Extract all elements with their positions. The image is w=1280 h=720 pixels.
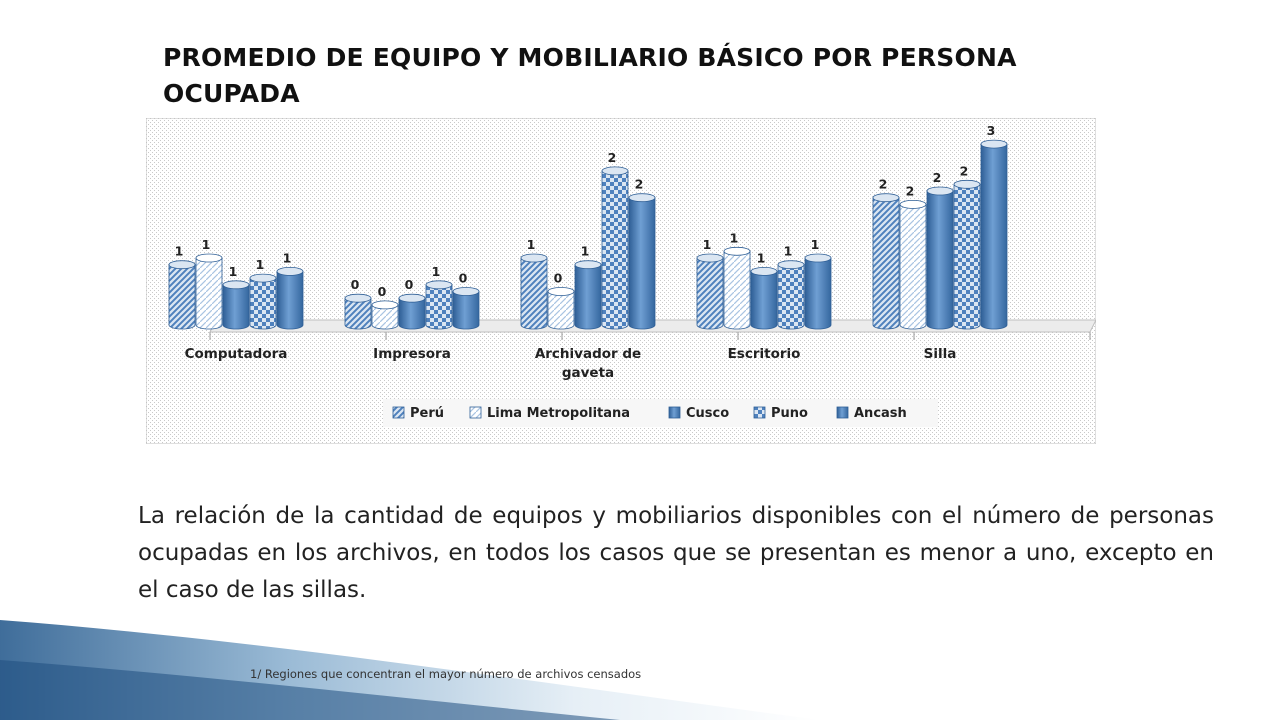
data-label: 0 [351, 277, 360, 292]
legend-item: Ancash [854, 406, 907, 421]
data-label: 0 [554, 271, 563, 286]
category-label: Archivador de [535, 346, 641, 362]
bar-silla-puno [953, 179, 981, 330]
data-label: 1 [229, 264, 238, 279]
bar-impresora-perú [344, 293, 372, 330]
bar-silla-cusco [926, 186, 954, 330]
bar-computadora-perú [168, 260, 196, 330]
bar-archivador-de-gaveta-ancash [628, 193, 656, 330]
bar-impresora-ancash [452, 287, 480, 330]
data-label: 3 [987, 123, 996, 138]
data-label: 2 [879, 177, 888, 192]
bar-computadora-puno [249, 273, 277, 330]
legend-swatch [753, 406, 766, 419]
data-label: 2 [635, 177, 644, 192]
category-label: gaveta [562, 365, 614, 381]
bar-archivador-de-gaveta-perú [520, 253, 548, 330]
bar-archivador-de-gaveta-cusco [574, 260, 602, 330]
category-label: Impresora [373, 346, 451, 362]
data-label: 1 [175, 244, 184, 259]
data-label: 2 [906, 183, 915, 198]
category-label: Computadora [185, 346, 288, 362]
data-label: 1 [432, 264, 441, 279]
legend-item: Lima Metropolitana [487, 406, 630, 421]
bar-escritorio-cusco [750, 266, 778, 330]
data-label: 1 [581, 244, 590, 259]
data-label: 1 [784, 244, 793, 259]
bar-impresora-puno [425, 280, 453, 330]
data-label: 1 [757, 250, 766, 265]
bar-silla-perú [872, 193, 900, 330]
data-label: 1 [283, 250, 292, 265]
data-label: 0 [378, 284, 387, 299]
data-label: 1 [703, 237, 712, 252]
legend-swatch [836, 406, 849, 419]
data-label: 2 [608, 150, 617, 165]
bar-impresora-lima-metropolitana [371, 300, 399, 330]
bar-computadora-cusco [222, 280, 250, 330]
bar-archivador-de-gaveta-puno [601, 166, 629, 330]
bar-archivador-de-gaveta-lima-metropolitana [547, 287, 575, 330]
bar-escritorio-ancash [804, 253, 832, 330]
legend-item: Cusco [686, 406, 729, 421]
data-label: 1 [527, 237, 536, 252]
category-label: Escritorio [728, 346, 801, 362]
data-label: 1 [256, 257, 265, 272]
bar-escritorio-puno [777, 260, 805, 330]
bar-computadora-ancash [276, 266, 304, 330]
legend-item: Perú [410, 406, 444, 421]
data-label: 1 [811, 237, 820, 252]
legend-swatch [668, 406, 681, 419]
slide-title: PROMEDIO DE EQUIPO Y MOBILIARIO BÁSICO P… [163, 43, 1017, 108]
data-label: 1 [730, 230, 739, 245]
data-label: 0 [459, 271, 468, 286]
footnote: 1/ Regiones que concentran el mayor núme… [250, 667, 642, 681]
bar-computadora-lima-metropolitana [195, 253, 223, 330]
chart-area: 1 1 1 1 1 0 0 0 1 0 1 0 1 2 2 1 1 1 1 1 2 2 2 2 3 Computadora Imp… [146, 118, 1096, 444]
bar-escritorio-perú [696, 253, 724, 330]
legend-swatch [392, 406, 405, 419]
bar-escritorio-lima-metropolitana [723, 246, 751, 330]
bar-impresora-cusco [398, 293, 426, 330]
category-label: Silla [924, 346, 957, 362]
body-text: La relación de la cantidad de equipos y … [138, 503, 1214, 603]
bar-silla-lima-metropolitana [899, 200, 927, 330]
data-label: 0 [405, 277, 414, 292]
legend-item: Puno [771, 406, 808, 421]
bar-silla-ancash [980, 139, 1008, 330]
data-label: 2 [960, 163, 969, 178]
data-label: 1 [202, 237, 211, 252]
legend-swatch [469, 406, 482, 419]
bar-chart: 1 1 1 1 1 0 0 0 1 0 1 0 1 2 2 1 1 1 1 1 2 2 2 2 3 Computadora Imp… [146, 118, 1096, 444]
data-label: 2 [933, 170, 942, 185]
